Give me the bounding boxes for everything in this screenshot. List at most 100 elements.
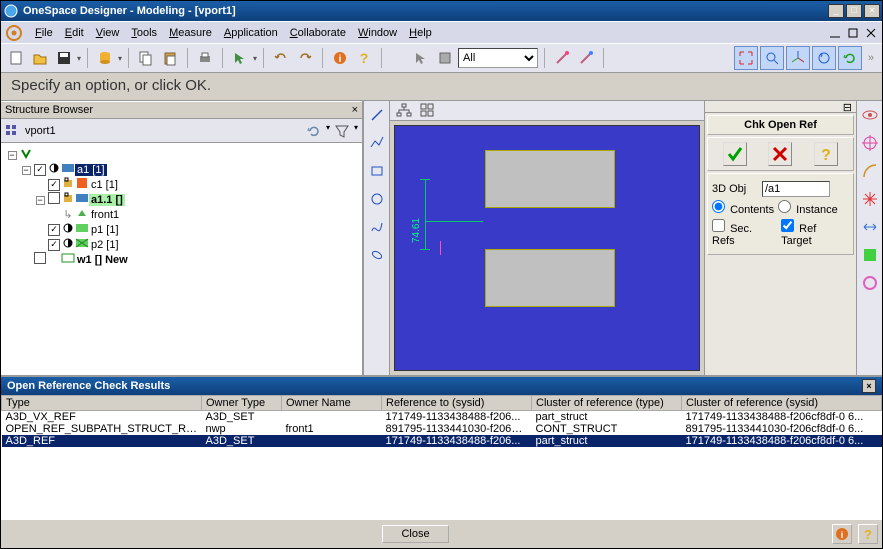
tree-node-a11[interactable]: a1.1 [] xyxy=(89,194,125,206)
results-info-icon[interactable]: i xyxy=(832,524,852,544)
wand-icon[interactable] xyxy=(551,47,573,69)
grid-icon[interactable] xyxy=(5,124,19,138)
svg-text:?: ? xyxy=(864,527,872,541)
tree-node-p1[interactable]: p1 [1] xyxy=(89,224,121,236)
tree-node-front1[interactable]: front1 xyxy=(89,209,121,221)
refresh-icon[interactable] xyxy=(306,123,322,139)
cancel-button[interactable] xyxy=(768,142,792,166)
close-button[interactable]: × xyxy=(864,4,880,18)
instance-radio[interactable]: Instance xyxy=(778,200,838,216)
results-table[interactable]: Type Owner Type Owner Name Reference to … xyxy=(1,395,882,447)
maximize-button[interactable]: □ xyxy=(846,4,862,18)
paste-button[interactable] xyxy=(159,47,181,69)
pink-circle-icon[interactable] xyxy=(860,273,880,293)
polyline-tool-icon[interactable] xyxy=(367,133,387,153)
copy-button[interactable] xyxy=(135,47,157,69)
menu-collaborate[interactable]: Collaborate xyxy=(284,25,352,41)
ellipse-tool-icon[interactable] xyxy=(367,245,387,265)
minimize-button[interactable]: _ xyxy=(828,4,844,18)
results-close-icon[interactable]: × xyxy=(862,379,876,393)
save-button[interactable] xyxy=(53,47,75,69)
menu-restore-icon[interactable] xyxy=(846,26,860,40)
results-close-button[interactable]: Close xyxy=(382,525,448,543)
viewport-rect-1 xyxy=(485,150,615,208)
tree-node-p2[interactable]: p2 [1] xyxy=(89,239,121,251)
tree-node-a1[interactable]: a1 [1] xyxy=(75,164,107,176)
th-ref-to[interactable]: Reference to (sysid) xyxy=(382,396,532,411)
circle-tool-icon[interactable] xyxy=(367,189,387,209)
panel-pin-icon[interactable]: ⊟ xyxy=(843,101,852,112)
tree-node-c1[interactable]: c1 [1] xyxy=(89,179,120,191)
wand2-icon[interactable] xyxy=(575,47,597,69)
th-cluster-type[interactable]: Cluster of reference (type) xyxy=(532,396,682,411)
redo-button[interactable] xyxy=(294,47,316,69)
menu-edit[interactable]: Edit xyxy=(59,25,90,41)
th-cluster-sysid[interactable]: Cluster of reference (sysid) xyxy=(682,396,882,411)
viewport-canvas[interactable]: 74.61 xyxy=(394,125,700,371)
th-owner-type[interactable]: Owner Type xyxy=(202,396,282,411)
help-button[interactable]: ? xyxy=(353,47,375,69)
green-box-icon[interactable] xyxy=(860,245,880,265)
menu-tools[interactable]: Tools xyxy=(125,25,163,41)
menu-help[interactable]: Help xyxy=(403,25,438,41)
menu-measure[interactable]: Measure xyxy=(163,25,218,41)
reftarget-checkbox[interactable]: Ref Target xyxy=(781,219,849,247)
menu-window[interactable]: Window xyxy=(352,25,403,41)
viewport-rect-2 xyxy=(485,249,615,307)
grid-view-icon[interactable] xyxy=(420,103,436,119)
filter-icon[interactable] xyxy=(334,123,350,139)
cursor-tool-button[interactable] xyxy=(229,47,251,69)
tree-node-w1[interactable]: w1 [] New xyxy=(75,254,130,266)
asterisk-icon[interactable] xyxy=(860,189,880,209)
menu-application[interactable]: Application xyxy=(218,25,284,41)
svg-text:?: ? xyxy=(360,50,369,66)
menu-view[interactable]: View xyxy=(90,25,126,41)
menu-minimize-icon[interactable] xyxy=(828,26,842,40)
menu-close-icon[interactable] xyxy=(864,26,878,40)
rect-tool-icon[interactable] xyxy=(367,161,387,181)
print-button[interactable] xyxy=(194,47,216,69)
table-row[interactable]: A3D_REFA3D_SET171749-1133438488-f206...p… xyxy=(2,435,882,447)
double-arrow-icon[interactable] xyxy=(860,217,880,237)
hierarchy-icon[interactable] xyxy=(396,103,412,119)
rotate-button[interactable] xyxy=(812,46,836,70)
structure-tree[interactable]: − −✓a1 [1] ✓c1 [1] −a1.1 [] ↳front1 ✓p1 … xyxy=(1,143,362,375)
database-button[interactable] xyxy=(94,47,116,69)
panel-help-button[interactable]: ? xyxy=(814,142,838,166)
ok-button[interactable] xyxy=(723,142,747,166)
info-button[interactable]: i xyxy=(329,47,351,69)
arc-icon[interactable] xyxy=(860,161,880,181)
svg-text:i: i xyxy=(339,54,342,65)
eye-icon[interactable] xyxy=(860,105,880,125)
obj-field[interactable] xyxy=(762,181,830,197)
structure-browser-root[interactable]: vport1 xyxy=(25,125,56,137)
check-open-ref-panel: ⊟ Chk Open Ref ? 3D Obj Contents Instanc… xyxy=(704,101,856,375)
panel-close-icon[interactable]: × xyxy=(352,101,358,119)
table-row[interactable]: A3D_VX_REFA3D_SET171749-1133438488-f206.… xyxy=(2,411,882,424)
open-button[interactable] xyxy=(29,47,51,69)
secrefs-checkbox[interactable]: Sec. Refs xyxy=(712,219,777,247)
results-help-icon[interactable]: ? xyxy=(858,524,878,544)
th-type[interactable]: Type xyxy=(2,396,202,411)
redraw-button[interactable] xyxy=(838,46,862,70)
menu-file[interactable]: File xyxy=(29,25,59,41)
undo-button[interactable] xyxy=(270,47,292,69)
target-icon[interactable] xyxy=(860,133,880,153)
table-row[interactable]: OPEN_REF_SUBPATH_STRUCT_RELnwpfront18917… xyxy=(2,423,882,435)
results-title: Open Reference Check Results xyxy=(7,380,170,392)
left-tool-column xyxy=(364,101,390,375)
gear-icon[interactable] xyxy=(5,24,23,42)
zoom-button[interactable] xyxy=(760,46,784,70)
new-button[interactable] xyxy=(5,47,27,69)
th-owner-name[interactable]: Owner Name xyxy=(282,396,382,411)
arrow-icon[interactable] xyxy=(410,47,432,69)
line-tool-icon[interactable] xyxy=(367,105,387,125)
structure-browser-title: Structure Browser xyxy=(5,101,93,119)
spline-tool-icon[interactable] xyxy=(367,217,387,237)
filter-select[interactable]: All xyxy=(458,48,538,68)
contents-radio[interactable]: Contents xyxy=(712,200,774,216)
toolbar: ▾ ▾ ▾ i ? All » xyxy=(1,43,882,73)
axes-button[interactable] xyxy=(786,46,810,70)
select-shape-icon[interactable] xyxy=(434,47,456,69)
zoom-fit-button[interactable] xyxy=(734,46,758,70)
